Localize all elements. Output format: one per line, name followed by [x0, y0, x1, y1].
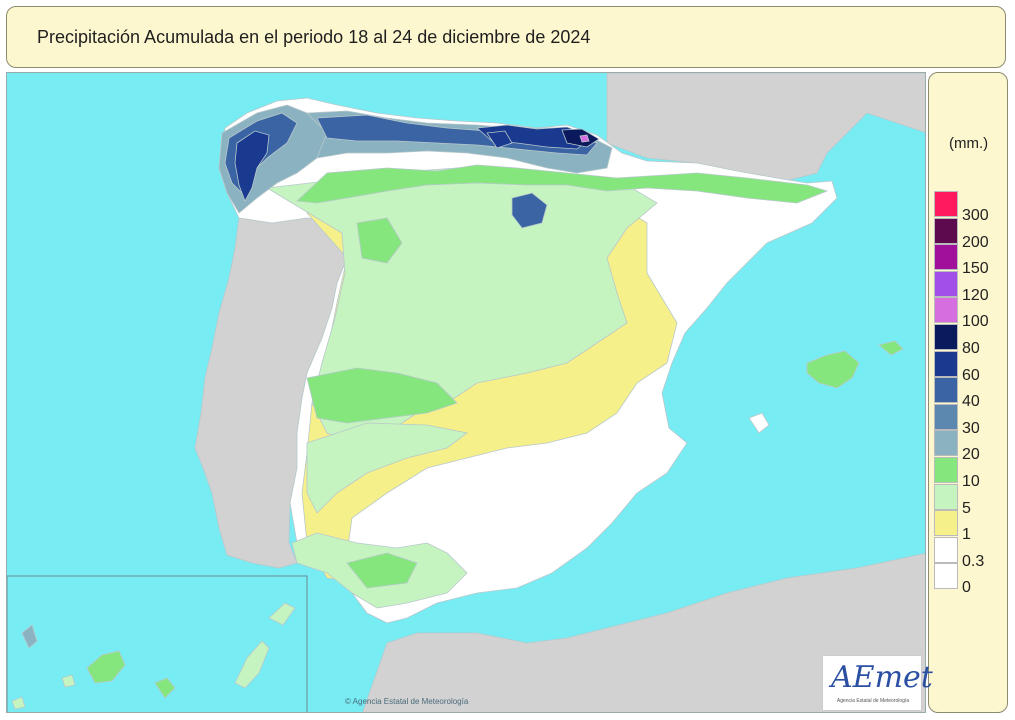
legend-label: 5: [962, 499, 971, 517]
legend-swatch: [934, 270, 958, 297]
zone-moderate-center: [356, 217, 403, 264]
legend-swatch: [934, 217, 958, 244]
legend-swatch: [934, 483, 958, 510]
logo-subtitle: Agencia Estatal de Meteorología: [836, 698, 910, 704]
map-title: Precipitación Acumulada en el periodo 18…: [37, 27, 591, 47]
legend-label: 0.3: [962, 552, 985, 570]
map-svg: [7, 73, 925, 712]
copyright-text: © Agencia Estatal de Meteorología: [345, 697, 469, 706]
zone-rain-asturias: [316, 114, 598, 156]
legend-label: 0: [962, 579, 971, 597]
legend-label: 100: [962, 313, 989, 331]
canary-gran-canaria: [154, 677, 176, 699]
legend-swatch: [934, 244, 958, 271]
zone-rain-interior: [511, 192, 548, 229]
legend-label: 150: [962, 260, 989, 278]
legend-label: 20: [962, 446, 980, 464]
zone-moderate-north: [296, 164, 829, 204]
canary-la-gomera: [61, 674, 76, 688]
canary-la-palma: [21, 624, 38, 649]
legend-swatch: [934, 324, 958, 350]
legend-swatch: [934, 430, 958, 457]
zone-rain-max: [579, 134, 590, 143]
france-land: [606, 73, 925, 184]
aemet-logo: AEmet Agencia Estatal de Meteorología: [822, 655, 933, 711]
legend-label: 1: [962, 526, 971, 544]
zone-moderate-west: [306, 367, 458, 424]
legend-swatch: [934, 350, 958, 377]
canary-lanzarote: [268, 602, 296, 626]
legend-label: 200: [962, 233, 989, 251]
legend-swatch: [934, 191, 958, 217]
zone-low-south: [306, 422, 468, 514]
africa-land: [362, 553, 925, 712]
legend-swatch: [934, 510, 958, 537]
canary-inset-frame: [7, 575, 308, 712]
zone-rain-cantabria-heavy: [486, 130, 513, 149]
legend-swatch: [934, 457, 958, 483]
zone-moderate-south: [346, 552, 418, 589]
legend-panel: (mm.) 300 200 150 120 100 80 60 40 30 20 10 5 1 0.3 0: [928, 72, 1008, 713]
title-panel: Precipitación Acumulada en el periodo 18…: [6, 6, 1006, 68]
precipitation-map: [6, 72, 926, 713]
zone-rain-galicia-heavy: [234, 130, 270, 202]
legend-label: 80: [962, 340, 980, 357]
canary-fuerteventura: [234, 640, 270, 689]
menorca-island: [878, 340, 904, 356]
legend-label: 10: [962, 473, 980, 490]
mallorca-island: [806, 350, 860, 389]
canary-tenerife: [86, 650, 126, 684]
legend-label: 60: [962, 366, 980, 384]
legend-label: 30: [962, 419, 980, 437]
legend-swatch: [934, 297, 958, 324]
logo-text: AEmet: [831, 660, 933, 695]
legend-label: 40: [962, 393, 980, 411]
legend-swatch: [934, 403, 958, 430]
legend-swatch: [934, 536, 958, 563]
legend-unit: (mm.): [949, 135, 989, 152]
legend-swatch: [934, 563, 958, 590]
ibiza-island: [748, 412, 770, 434]
legend-label: 300: [962, 207, 989, 224]
legend-label: 120: [962, 286, 989, 304]
legend-swatch: [934, 377, 958, 404]
canary-el-hierro: [11, 696, 26, 710]
